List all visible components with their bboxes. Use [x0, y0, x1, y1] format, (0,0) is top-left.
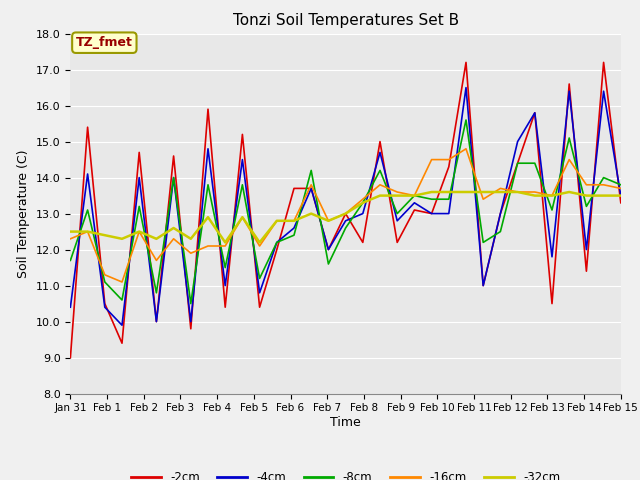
Title: Tonzi Soil Temperatures Set B: Tonzi Soil Temperatures Set B — [232, 13, 459, 28]
Text: TZ_fmet: TZ_fmet — [76, 36, 132, 49]
Y-axis label: Soil Temperature (C): Soil Temperature (C) — [17, 149, 30, 278]
Legend: -2cm, -4cm, -8cm, -16cm, -32cm: -2cm, -4cm, -8cm, -16cm, -32cm — [126, 466, 565, 480]
X-axis label: Time: Time — [330, 416, 361, 429]
